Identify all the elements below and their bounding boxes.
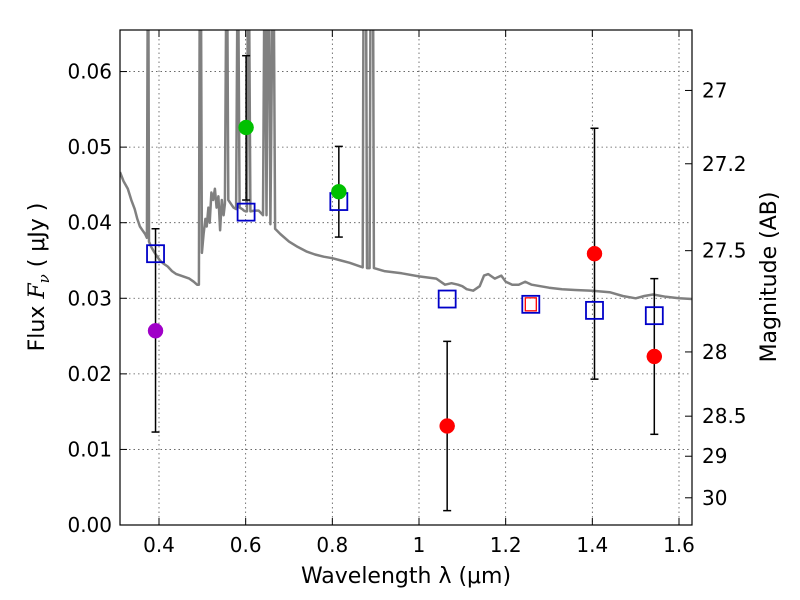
- observed-point: [331, 183, 347, 200]
- y2-tick-label: 30: [702, 486, 727, 510]
- x-tick-label: 1.2: [490, 533, 522, 557]
- y-tick-label: 0.02: [67, 362, 112, 386]
- model-square: [521, 294, 541, 314]
- y2-tick-label: 27.5: [702, 239, 747, 263]
- y-tick-label: 0.03: [67, 286, 112, 310]
- x-tick-label: 0.8: [316, 533, 348, 557]
- x-tick-label: 0.6: [230, 533, 262, 557]
- plot-frame: [119, 29, 693, 526]
- model-square: [236, 202, 256, 222]
- x-tick-label: 1.6: [663, 533, 695, 557]
- y2-tick-label: 27.2: [702, 152, 747, 176]
- x-tick-label: 1: [413, 533, 426, 557]
- sed-model-spectrum: [120, 30, 692, 301]
- y-tick-label: 0.06: [67, 60, 112, 84]
- sed-spectrum-line: [120, 30, 692, 301]
- x-tick-label: 1.4: [576, 533, 608, 557]
- y-tick-label: 0.01: [67, 437, 112, 461]
- y-tick-label: 0.05: [67, 135, 112, 159]
- observed-point: [238, 119, 254, 136]
- model-square: [146, 244, 165, 264]
- model-photometry-squares: [146, 192, 664, 326]
- x-axis-label: Wavelength λ (μm): [301, 564, 511, 589]
- observed-point: [646, 348, 663, 365]
- y2-tick-label: 27: [702, 78, 727, 102]
- grid-lines: [120, 30, 692, 525]
- y2-axis-label: Magnitude (AB): [757, 192, 782, 363]
- y2-tick-label: 28: [702, 340, 727, 364]
- observed-point: [586, 245, 603, 262]
- y2-tick-label: 28.5: [702, 404, 747, 428]
- model-square: [585, 300, 604, 320]
- y2-tick-label: 29: [702, 444, 727, 468]
- model-square: [644, 306, 664, 326]
- model-square: [437, 289, 457, 309]
- observed-photometry-points: [147, 119, 663, 434]
- y-axis-label: Flux Fν ( μJy ): [25, 203, 53, 352]
- y-tick-label: 0.00: [67, 513, 112, 537]
- axis-ticks: [120, 30, 692, 526]
- y-tick-label: 0.04: [67, 211, 112, 235]
- x-tick-label: 0.4: [143, 533, 175, 557]
- small-square-marker: [524, 297, 537, 312]
- observed-point: [439, 418, 455, 434]
- tick-labels: 0.4 0.6 0.8 1 1.2 1.4 1.6 0.00 0.01 0.02 0.03 0.04 0…: [67, 60, 746, 557]
- observed-point: [147, 323, 164, 339]
